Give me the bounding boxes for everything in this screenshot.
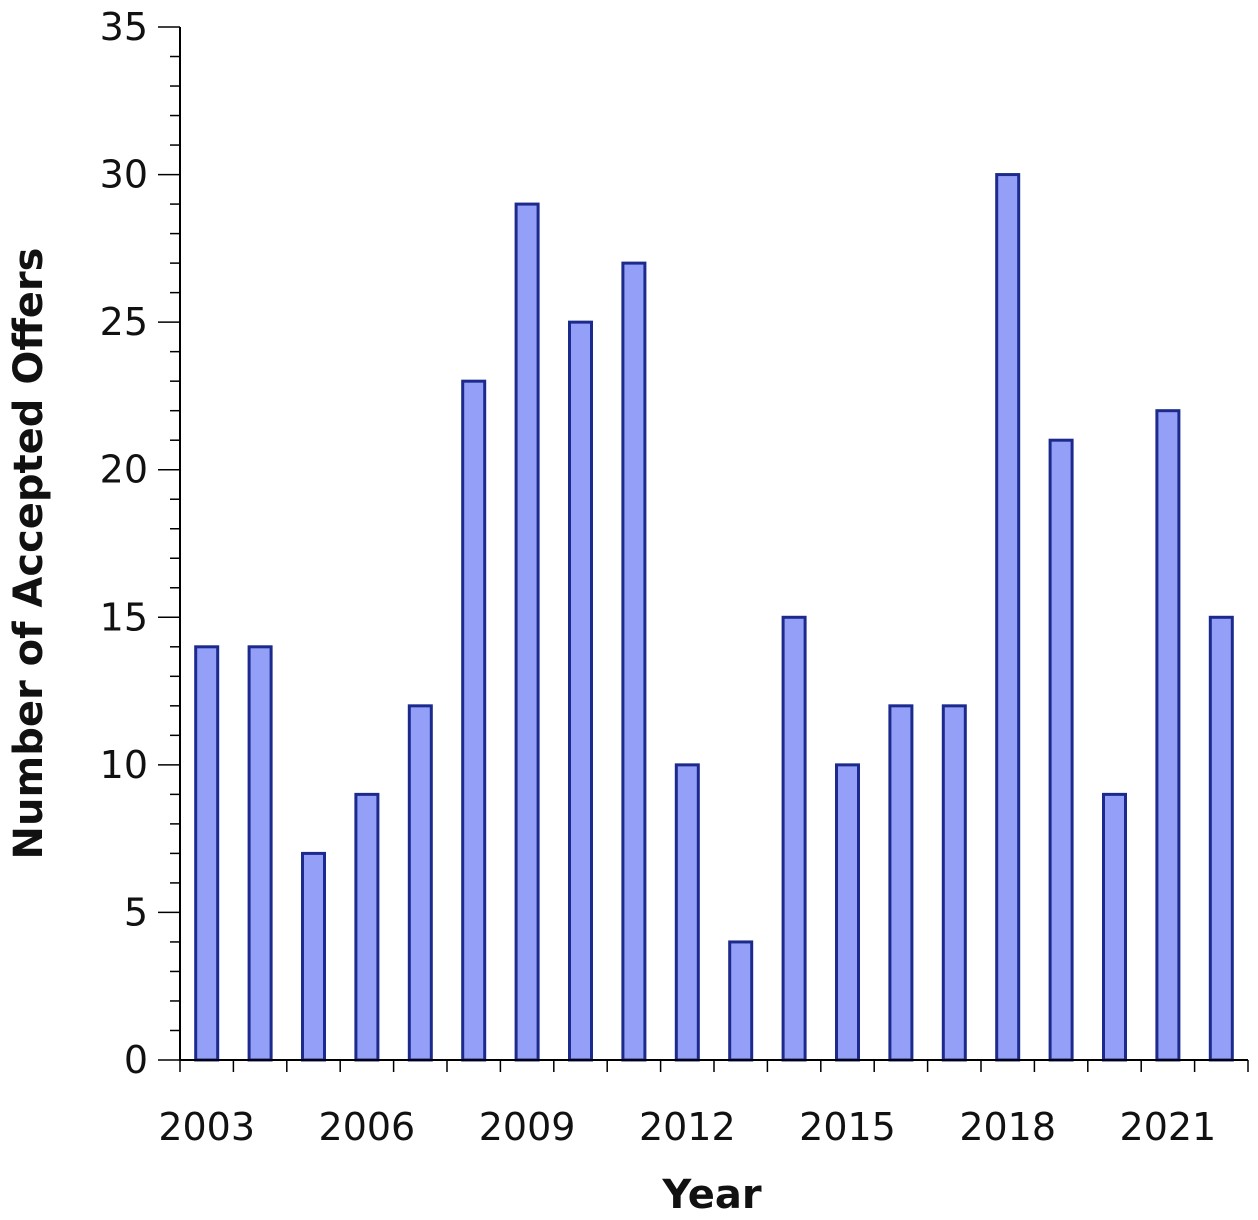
y-tick-label: 10 — [100, 743, 148, 787]
x-tick-label: 2018 — [959, 1105, 1056, 1149]
x-tick-labels: 2003 2006 2009 2012 2015 2018 2021 — [158, 1105, 1216, 1149]
bar-2020 — [1102, 792, 1127, 1062]
bar-2015 — [835, 763, 860, 1062]
bar-2008 — [461, 379, 487, 1062]
y-major-ticks — [158, 26, 180, 1061]
bar-2011 — [621, 261, 647, 1062]
bar-2014 — [781, 615, 807, 1062]
x-tick-label: 2006 — [319, 1105, 416, 1149]
bar-2006 — [354, 792, 380, 1062]
bar-2013 — [728, 940, 754, 1062]
bar-2007 — [407, 704, 433, 1062]
y-tick-label: 5 — [124, 890, 148, 934]
x-tick-label: 2003 — [158, 1105, 255, 1149]
bar-2005 — [301, 851, 326, 1062]
bar-2016 — [888, 704, 914, 1062]
bar-2018 — [995, 173, 1021, 1062]
y-tick-label: 35 — [100, 5, 148, 49]
x-tick-label: 2021 — [1120, 1105, 1217, 1149]
bar-2017 — [941, 704, 967, 1062]
x-axis-title: Year — [661, 1172, 761, 1218]
x-tick-label: 2009 — [479, 1105, 576, 1149]
x-tick-label: 2012 — [639, 1105, 736, 1149]
bar-2009 — [514, 202, 540, 1062]
bar-2021 — [1155, 409, 1181, 1062]
bar-2019 — [1048, 438, 1074, 1062]
y-tick-label: 15 — [100, 595, 148, 639]
y-tick-labels: 0 5 10 15 20 25 30 35 — [100, 5, 148, 1082]
y-tick-label: 20 — [100, 448, 148, 492]
y-tick-label: 30 — [100, 153, 148, 197]
y-minor-ticks — [170, 55, 180, 1032]
y-tick-label: 0 — [124, 1038, 148, 1082]
bar-2004 — [247, 645, 273, 1062]
x-tick-label: 2015 — [799, 1105, 896, 1149]
bar-2003 — [194, 645, 220, 1062]
x-ticks — [179, 1060, 1249, 1072]
bar-2010 — [568, 320, 593, 1062]
bars — [194, 173, 1234, 1062]
bar-2022 — [1208, 615, 1234, 1062]
y-tick-label: 25 — [100, 300, 148, 344]
bar-2012 — [674, 763, 700, 1062]
y-axis-title: Number of Accepted Offers — [6, 248, 52, 860]
